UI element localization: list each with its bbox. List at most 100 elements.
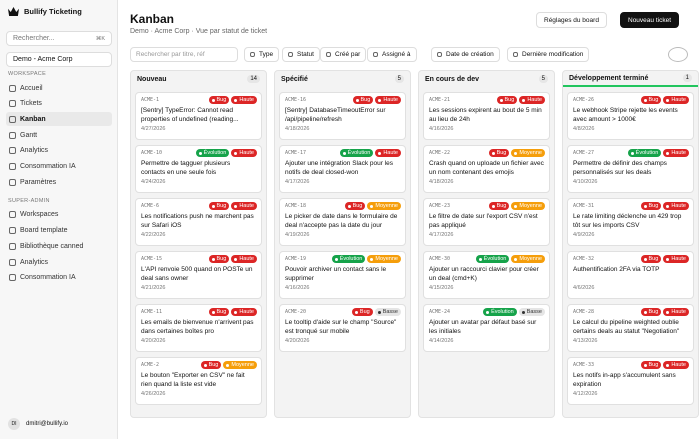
nav-item[interactable]: Gantt [6, 128, 112, 142]
ticket-card[interactable]: ACME-24 Évolution Basse Ajouter un avatar p… [423, 304, 550, 352]
ticket-card[interactable]: ACME-19 Évolution Moyenne Pouvoir archiver … [279, 251, 406, 299]
ticket-card[interactable]: ACME-2 Bug Moyenne Le bouton "Exporter en C… [135, 357, 262, 405]
ticket-ref: ACME-18 [285, 203, 307, 209]
ticket-card[interactable]: ACME-15 Bug Haute L'API renvoie 500 quand o… [135, 251, 262, 299]
column-name: Spécifié [281, 75, 308, 83]
ticket-tag: Moyenne [511, 149, 545, 157]
ticket-ref: ACME-17 [285, 150, 307, 156]
settings-button[interactable]: Réglages du board [536, 12, 607, 28]
ticket-card[interactable]: ACME-31 Bug Haute Le rate limiting déclench… [567, 198, 694, 246]
nav-item[interactable]: Consommation IA [6, 271, 112, 285]
ticket-card[interactable]: ACME-6 Bug Haute Les notifications push ne … [135, 198, 262, 246]
ticket-card[interactable]: ACME-22 Bug Moyenne Crash quand on uploade … [423, 145, 550, 193]
ticket-card[interactable]: ACME-26 Bug Haute Le webhook Stripe rejette… [567, 92, 694, 140]
nav-item[interactable]: Workspaces [6, 208, 112, 222]
ticket-ref: ACME-19 [285, 256, 307, 262]
nav-label: Kanban [20, 115, 46, 123]
ticket-tag: Évolution [195, 149, 230, 157]
kanban-column: Nouveau 14 ACME-1 Bug Haute [Sentry] TypeErro… [130, 70, 267, 418]
ticket-card[interactable]: ACME-23 Bug Moyenne Le filtre de date sur l… [423, 198, 550, 246]
ticket-title: Permettre de définir des champs personna… [573, 160, 667, 176]
nav-item[interactable]: Analytics [6, 144, 112, 158]
ticket-ref: ACME-16 [285, 97, 307, 103]
ticket-tag: Haute [231, 255, 257, 263]
nav-item[interactable]: Tickets [6, 97, 112, 111]
ticket-title: Ajouter un raccourci clavier pour créer … [429, 266, 539, 282]
new-ticket-button[interactable]: Nouveau ticket [620, 12, 679, 28]
user[interactable]: DI dmitri@bullify.io [8, 418, 68, 430]
column-header: Nouveau 14 [131, 71, 266, 87]
filter-button[interactable]: Statut [282, 47, 320, 62]
ticket-ref: ACME-28 [573, 309, 595, 315]
nav-item[interactable]: Analytics [6, 255, 112, 269]
ticket-tag: Haute [663, 361, 689, 369]
ticket-title: Le webhook Stripe rejette les events ave… [573, 107, 678, 123]
ticket-card[interactable]: ACME-32 Bug Haute Authentification 2FA via … [567, 251, 694, 299]
filter-button[interactable]: Type [244, 47, 280, 62]
ticket-card[interactable]: ACME-10 Évolution Haute Permettre de taggue… [135, 145, 262, 193]
ticket-card[interactable]: ACME-21 Bug Haute Les sessions expirent au … [423, 92, 550, 140]
nav-item[interactable]: Bibliothèque canned [6, 239, 112, 253]
ticket-ref: ACME-26 [573, 97, 595, 103]
ticket-card[interactable]: ACME-33 Bug Haute Les notifs in-app s'accum… [567, 357, 694, 405]
ticket-tag: Bug [344, 202, 366, 210]
column-name: En cours de dev [425, 75, 480, 83]
ticket-card[interactable]: ACME-17 Évolution Haute Ajouter une intégra… [279, 145, 406, 193]
ticket-tag: Haute [663, 96, 689, 104]
ticket-tag: Bug [351, 308, 373, 316]
ticket-date: 4/16/2026 [429, 126, 454, 132]
search-box[interactable]: Rechercher... ⌘K [6, 31, 112, 46]
nav-item[interactable]: Consommation IA [6, 160, 112, 174]
ticket-tags: Évolution Haute [627, 149, 689, 157]
ticket-card[interactable]: ACME-16 Bug Haute [Sentry] DatabaseTimeoutE… [279, 92, 406, 140]
ticket-ref: ACME-32 [573, 256, 595, 262]
ticket-title: Le calcul du pipeline weighted oublie ce… [573, 319, 680, 335]
ticket-tag: Haute [375, 96, 401, 104]
nav-icon [9, 242, 16, 250]
ticket-title: Les notifications push ne marchent pas s… [141, 213, 254, 229]
nav-icon [9, 211, 16, 219]
ticket-card[interactable]: ACME-27 Évolution Haute Permettre de défini… [567, 145, 694, 193]
ticket-date: 4/20/2026 [285, 338, 310, 344]
ticket-card[interactable]: ACME-30 Évolution Moyenne Ajouter un raccou… [423, 251, 550, 299]
ticket-tags: Évolution Moyenne [475, 255, 545, 263]
ticket-tags: Évolution Moyenne [331, 255, 401, 263]
ticket-tag: Évolution [627, 149, 662, 157]
nav-item[interactable]: Kanban [6, 112, 112, 127]
ticket-title: Les notifs in-app s'accumulent sans expi… [573, 372, 676, 388]
filter-button[interactable]: Dernière modification [507, 47, 590, 62]
nav-item[interactable]: Paramètres [6, 175, 112, 189]
ticket-tag: Haute [663, 149, 689, 157]
ticket-ref: ACME-10 [141, 150, 163, 156]
filter-button[interactable]: Date de création [431, 47, 500, 62]
kanban-column: Spécifié 5 ACME-16 Bug Haute [Sentry] Databas… [274, 70, 411, 418]
ticket-card[interactable]: ACME-1 Bug Haute [Sentry] TypeError: Cannot… [135, 92, 262, 140]
filter-label: Date de création [446, 51, 494, 58]
nav-icon [9, 274, 16, 282]
ticket-tag: Haute [663, 308, 689, 316]
ticket-date: 4/18/2026 [285, 126, 310, 132]
ticket-date: 4/14/2026 [429, 338, 454, 344]
nav-item[interactable]: Board template [6, 224, 112, 238]
ticket-title: L'API renvoie 500 quand on POSTe un deal… [141, 266, 253, 282]
nav-item[interactable]: Accueil [6, 81, 112, 95]
filter-button[interactable]: Créé par [320, 47, 367, 62]
view-toggle[interactable] [668, 47, 688, 62]
ticket-title: Authentification 2FA via TOTP [573, 266, 660, 273]
nav-icon [9, 100, 16, 108]
workspace-select[interactable]: Demo - Acme Corp [6, 52, 112, 67]
ticket-tag: Basse [374, 308, 401, 316]
ticket-card[interactable]: ACME-28 Bug Haute Le calcul du pipeline wei… [567, 304, 694, 352]
filter-button[interactable]: Assigné à [367, 47, 417, 62]
ticket-tag: Moyenne [367, 202, 401, 210]
ticket-card[interactable]: ACME-20 Bug Basse Le tooltip d'aide sur le … [279, 304, 406, 352]
nav-label: Tickets [20, 100, 42, 108]
ticket-card[interactable]: ACME-11 Bug Haute Les emails de bienvenue n… [135, 304, 262, 352]
filter-icon [250, 52, 255, 57]
ticket-card[interactable]: ACME-18 Bug Moyenne Le picker de date dans … [279, 198, 406, 246]
filter-label: Dernière modification [522, 51, 584, 58]
nav-label: Workspaces [20, 211, 59, 219]
ticket-tag: Bug [488, 202, 510, 210]
filter-search[interactable]: Rechercher par titre, réf [130, 47, 238, 62]
ticket-tag: Bug [352, 96, 374, 104]
